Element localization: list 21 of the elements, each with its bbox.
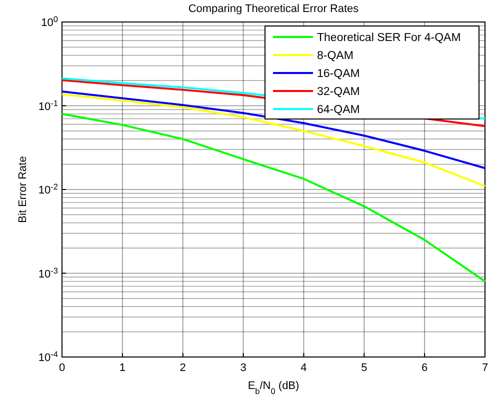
legend-label: Theoretical SER For 4-QAM [317,32,461,44]
x-tick-label: 6 [422,362,428,374]
y-tick-label: 10$^{-1}$ [38,98,58,113]
legend-label: 16-QAM [317,68,360,80]
x-tick-label: 4 [300,362,307,374]
legend-label: 8-QAM [317,50,354,62]
x-tick-label: 7 [482,362,488,374]
y-tick-label: 10$^{-4}$ [38,350,58,364]
y-tick-label: 10$^{-3}$ [38,266,58,280]
chart-title: Comparing Theoretical Error Rates [188,3,360,15]
x-tick-label: 2 [180,362,186,374]
x-tick-label: 1 [119,362,126,374]
legend-label: 32-QAM [317,86,360,98]
x-tick-label: 3 [240,362,246,374]
y-tick-label: 10$^{0}$ [41,14,58,29]
x-tick-label: 0 [58,362,66,374]
y-tick-label: 10$^{-2}$ [38,182,58,196]
x-tick-label: 5 [361,362,368,374]
legend-label: 64-QAM [317,104,360,116]
x-axis-title: E$_{b}$/N$_{0}$ (dB) [248,380,300,396]
y-axis-title: Bit Error Rate [17,156,29,223]
